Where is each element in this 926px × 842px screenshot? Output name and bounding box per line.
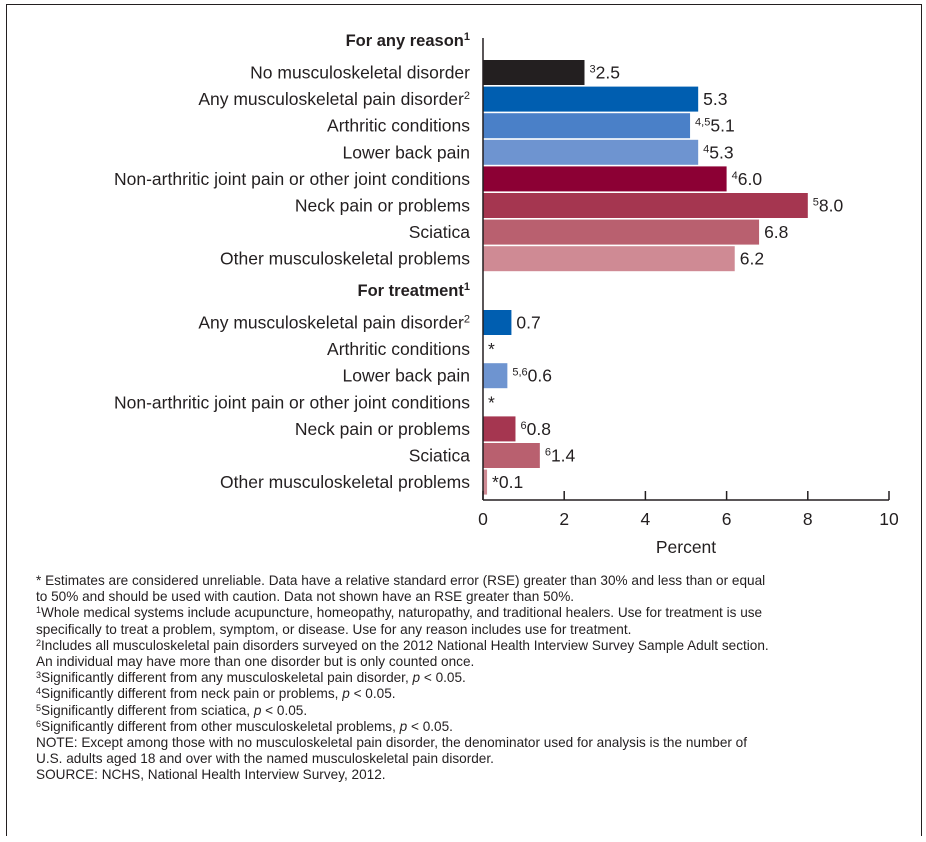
category-label: Lower back pain xyxy=(343,142,470,162)
footnote-line: * Estimates are considered unreliable. D… xyxy=(36,573,766,588)
x-tick-label: 8 xyxy=(803,509,813,529)
footnote-line: 2Includes all musculoskeletal pain disor… xyxy=(36,637,769,653)
footnote-line: SOURCE: NCHS, National Health Interview … xyxy=(36,767,386,783)
data-label: 58.0 xyxy=(813,196,844,216)
category-label: Lower back pain xyxy=(343,366,470,386)
bar xyxy=(483,469,488,495)
category-label: Non-arthritic joint pain or other joint … xyxy=(114,169,470,189)
bar xyxy=(483,246,735,272)
group-title: For treatment1 xyxy=(358,281,470,300)
category-label: Sciatica xyxy=(409,446,471,466)
footnote-line: 5Significantly different from sciatica, … xyxy=(36,702,308,718)
x-tick-label: 2 xyxy=(559,509,569,529)
category-label: Arthritic conditions xyxy=(327,116,470,136)
bar xyxy=(483,60,585,85)
bar xyxy=(483,363,508,389)
x-tick-label: 6 xyxy=(722,509,732,529)
footnote-line: 1Whole medical systems include acupunctu… xyxy=(36,605,763,621)
category-label: Other musculoskeletal problems xyxy=(220,249,470,269)
data-label: 46.0 xyxy=(732,169,763,189)
category-label: Neck pain or problems xyxy=(295,419,470,439)
x-axis-title: Percent xyxy=(656,537,716,557)
footnote-marker: 4 xyxy=(36,686,42,697)
bar xyxy=(483,166,727,192)
category-label: Any musculoskeletal pain disorder2 xyxy=(198,89,470,109)
data-label: 60.8 xyxy=(520,419,550,439)
data-label: 6.2 xyxy=(740,249,764,269)
data-label: 6.8 xyxy=(764,222,788,242)
category-label: Any musculoskeletal pain disorder2 xyxy=(198,313,470,333)
footnote-line: to 50% and should be used with caution. … xyxy=(36,589,575,605)
bar xyxy=(483,139,699,165)
bar xyxy=(483,416,516,442)
bar xyxy=(483,193,808,218)
footnote-line: An individual may have more than one dis… xyxy=(36,654,475,670)
data-label: * xyxy=(488,392,495,412)
category-label: Neck pain or problems xyxy=(295,196,470,216)
data-label: 5.3 xyxy=(703,89,727,109)
footnote-marker: 6 xyxy=(36,718,42,729)
x-tick-label: 10 xyxy=(879,509,899,529)
data-label: *0.1 xyxy=(492,472,523,492)
bar xyxy=(483,310,512,335)
category-label: Sciatica xyxy=(409,222,471,242)
data-label: 0.7 xyxy=(516,313,540,333)
bar xyxy=(483,86,699,112)
footnotes: * Estimates are considered unreliable. D… xyxy=(36,573,916,784)
data-label: 5,60.6 xyxy=(512,366,552,386)
footnote-marker: 1 xyxy=(36,605,42,616)
figure-frame xyxy=(6,4,922,836)
bar xyxy=(483,443,540,468)
group-title: For any reason1 xyxy=(346,31,470,50)
footnote-line: 3Significantly different from any muscul… xyxy=(36,670,466,686)
data-label: 4,55.1 xyxy=(695,116,735,136)
data-label: 32.5 xyxy=(590,63,620,83)
category-label: Non-arthritic joint pain or other joint … xyxy=(114,392,470,412)
footnote-marker: 5 xyxy=(36,702,42,713)
footnote-line: NOTE: Except among those with no musculo… xyxy=(36,735,748,751)
category-label: No musculoskeletal disorder xyxy=(250,63,470,83)
data-label: 61.4 xyxy=(545,446,576,466)
data-label: 45.3 xyxy=(703,142,733,162)
category-label: Other musculoskeletal problems xyxy=(220,472,470,492)
x-tick-label: 4 xyxy=(641,509,651,529)
footnote-line: U.S. adults aged 18 and over with the na… xyxy=(36,751,494,767)
footnote-marker: 3 xyxy=(36,670,42,681)
bar-chart: For any reason1 No musculoskeletal disord… xyxy=(114,31,899,557)
bar xyxy=(483,113,691,139)
bar xyxy=(483,219,760,245)
data-label: * xyxy=(488,339,495,359)
category-label: Arthritic conditions xyxy=(327,339,470,359)
footnote-line: 6Significantly different from other musc… xyxy=(36,718,453,734)
footnote-line: 4Significantly different from neck pain … xyxy=(36,686,396,702)
footnote-line: specifically to treat a problem, symptom… xyxy=(36,621,632,637)
x-tick-label: 0 xyxy=(478,509,488,529)
footnote-marker: 2 xyxy=(36,637,42,648)
